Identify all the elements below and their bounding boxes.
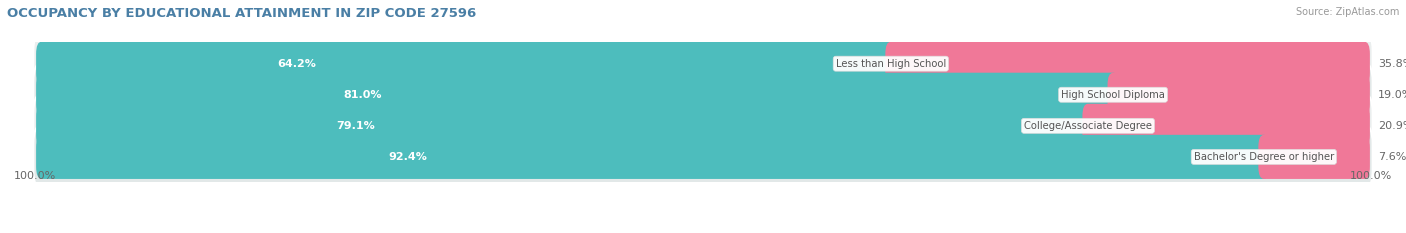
Text: Source: ZipAtlas.com: Source: ZipAtlas.com <box>1295 7 1399 17</box>
Text: 7.6%: 7.6% <box>1378 152 1406 162</box>
Text: Less than High School: Less than High School <box>835 59 946 69</box>
FancyBboxPatch shape <box>34 63 1372 127</box>
Text: 100.0%: 100.0% <box>14 171 56 181</box>
Text: OCCUPANCY BY EDUCATIONAL ATTAINMENT IN ZIP CODE 27596: OCCUPANCY BY EDUCATIONAL ATTAINMENT IN Z… <box>7 7 477 20</box>
FancyBboxPatch shape <box>34 94 1372 158</box>
FancyBboxPatch shape <box>886 42 1369 86</box>
FancyBboxPatch shape <box>1083 104 1369 148</box>
Text: College/Associate Degree: College/Associate Degree <box>1024 121 1152 131</box>
Text: 92.4%: 92.4% <box>389 152 427 162</box>
FancyBboxPatch shape <box>1258 135 1369 179</box>
FancyBboxPatch shape <box>37 135 1270 179</box>
FancyBboxPatch shape <box>34 125 1372 188</box>
Text: 20.9%: 20.9% <box>1378 121 1406 131</box>
Text: Bachelor's Degree or higher: Bachelor's Degree or higher <box>1194 152 1334 162</box>
Text: 19.0%: 19.0% <box>1378 90 1406 100</box>
Text: 81.0%: 81.0% <box>344 90 382 100</box>
Legend: Owner-occupied, Renter-occupied: Owner-occupied, Renter-occupied <box>583 230 823 233</box>
FancyBboxPatch shape <box>37 42 897 86</box>
Text: 35.8%: 35.8% <box>1378 59 1406 69</box>
FancyBboxPatch shape <box>37 104 1094 148</box>
FancyBboxPatch shape <box>1108 73 1369 117</box>
Text: 79.1%: 79.1% <box>336 121 375 131</box>
Text: High School Diploma: High School Diploma <box>1062 90 1166 100</box>
FancyBboxPatch shape <box>34 32 1372 95</box>
Text: 100.0%: 100.0% <box>1350 171 1392 181</box>
Text: 64.2%: 64.2% <box>277 59 316 69</box>
FancyBboxPatch shape <box>37 73 1119 117</box>
